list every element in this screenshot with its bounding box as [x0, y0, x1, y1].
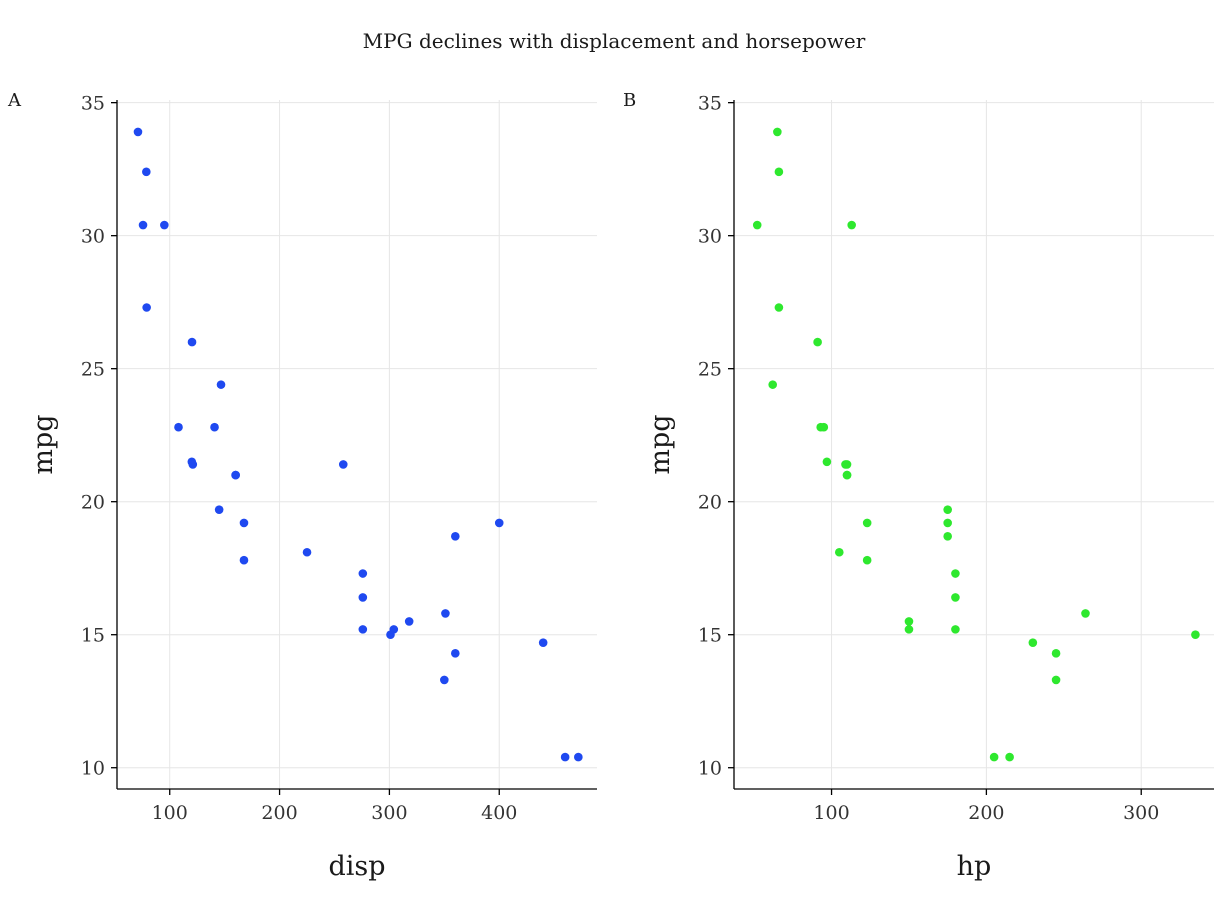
data-point: [187, 337, 197, 347]
data-point: [142, 167, 151, 177]
data-point: [302, 547, 312, 557]
data-point: [214, 505, 224, 514]
data-point: [847, 220, 856, 230]
data-point: [904, 625, 914, 634]
data-point: [494, 518, 504, 528]
data-point: [358, 593, 368, 602]
data-point: [834, 547, 844, 557]
panel-tag: A: [7, 90, 22, 111]
data-point: [943, 505, 952, 514]
y-tick-label: 25: [81, 359, 105, 381]
data-point: [862, 518, 872, 528]
data-point: [951, 593, 960, 602]
data-point: [822, 457, 832, 467]
y-tick-label: 35: [81, 93, 105, 115]
data-point: [951, 625, 960, 634]
data-point: [338, 460, 348, 469]
data-point: [538, 638, 548, 647]
data-point: [133, 127, 143, 137]
data-point: [1051, 675, 1061, 685]
y-axis-label: mpg: [28, 414, 59, 474]
x-tick-label: 100: [152, 802, 188, 824]
data-point: [1191, 630, 1200, 640]
data-point: [239, 518, 249, 528]
x-tick-label: 300: [371, 802, 407, 824]
y-tick-label: 15: [81, 625, 105, 647]
data-point: [440, 675, 449, 685]
data-point: [231, 470, 240, 480]
y-tick-label: 20: [698, 492, 722, 514]
data-point: [1081, 609, 1090, 618]
y-tick-label: 10: [81, 758, 105, 780]
x-tick-label: 200: [261, 802, 297, 824]
y-tick-label: 30: [698, 226, 722, 248]
data-point: [904, 617, 914, 626]
y-tick-label: 15: [698, 625, 722, 647]
data-point: [774, 303, 784, 312]
data-point: [1051, 649, 1061, 658]
panel-b: 10 15 20 25 30 35 100 200 300 hp mpg B: [623, 90, 1214, 882]
data-point: [142, 303, 151, 312]
x-tick-label: 200: [968, 802, 1004, 824]
data-point: [404, 617, 414, 626]
x-tick-label: 400: [481, 802, 517, 824]
data-point: [842, 470, 852, 480]
data-point: [768, 380, 778, 389]
data-point: [174, 422, 183, 432]
x-axis-label: hp: [957, 851, 992, 882]
data-point: [560, 752, 570, 762]
data-point: [386, 630, 395, 640]
data-point: [943, 531, 952, 541]
figure-title: MPG declines with displacement and horse…: [363, 29, 866, 53]
data-point: [358, 625, 368, 634]
data-point: [752, 220, 762, 230]
data-point: [451, 531, 460, 541]
data-point: [574, 752, 583, 762]
x-tick-label: 100: [813, 802, 849, 824]
data-point: [862, 555, 872, 565]
data-point: [451, 649, 460, 658]
y-tick-label: 30: [81, 226, 105, 248]
data-point: [358, 569, 368, 578]
data-point: [819, 422, 829, 432]
data-point: [239, 555, 249, 565]
data-point: [841, 460, 850, 469]
data-point: [774, 167, 784, 177]
y-axis-label: mpg: [645, 414, 676, 474]
data-point: [441, 609, 450, 618]
data-point: [138, 220, 148, 230]
panel-tag: B: [623, 90, 636, 111]
y-tick-label: 35: [698, 93, 722, 115]
y-tick-label: 20: [81, 492, 105, 514]
x-tick-label: 300: [1123, 802, 1159, 824]
data-point: [160, 220, 169, 230]
x-axis-label: disp: [328, 851, 385, 882]
y-tick-label: 10: [698, 758, 722, 780]
data-point: [1005, 752, 1014, 762]
data-point: [210, 422, 219, 432]
data-point: [989, 752, 999, 762]
data-point: [813, 337, 822, 347]
data-point: [943, 518, 952, 528]
data-point: [1028, 638, 1038, 647]
data-point: [188, 460, 198, 469]
data-point: [216, 380, 226, 389]
y-tick-label: 25: [698, 359, 722, 381]
data-point: [773, 127, 782, 137]
data-point: [951, 569, 960, 578]
panel-a: 10 15 20 25 30 35 100 200 300 400 disp mpg A: [7, 90, 597, 882]
